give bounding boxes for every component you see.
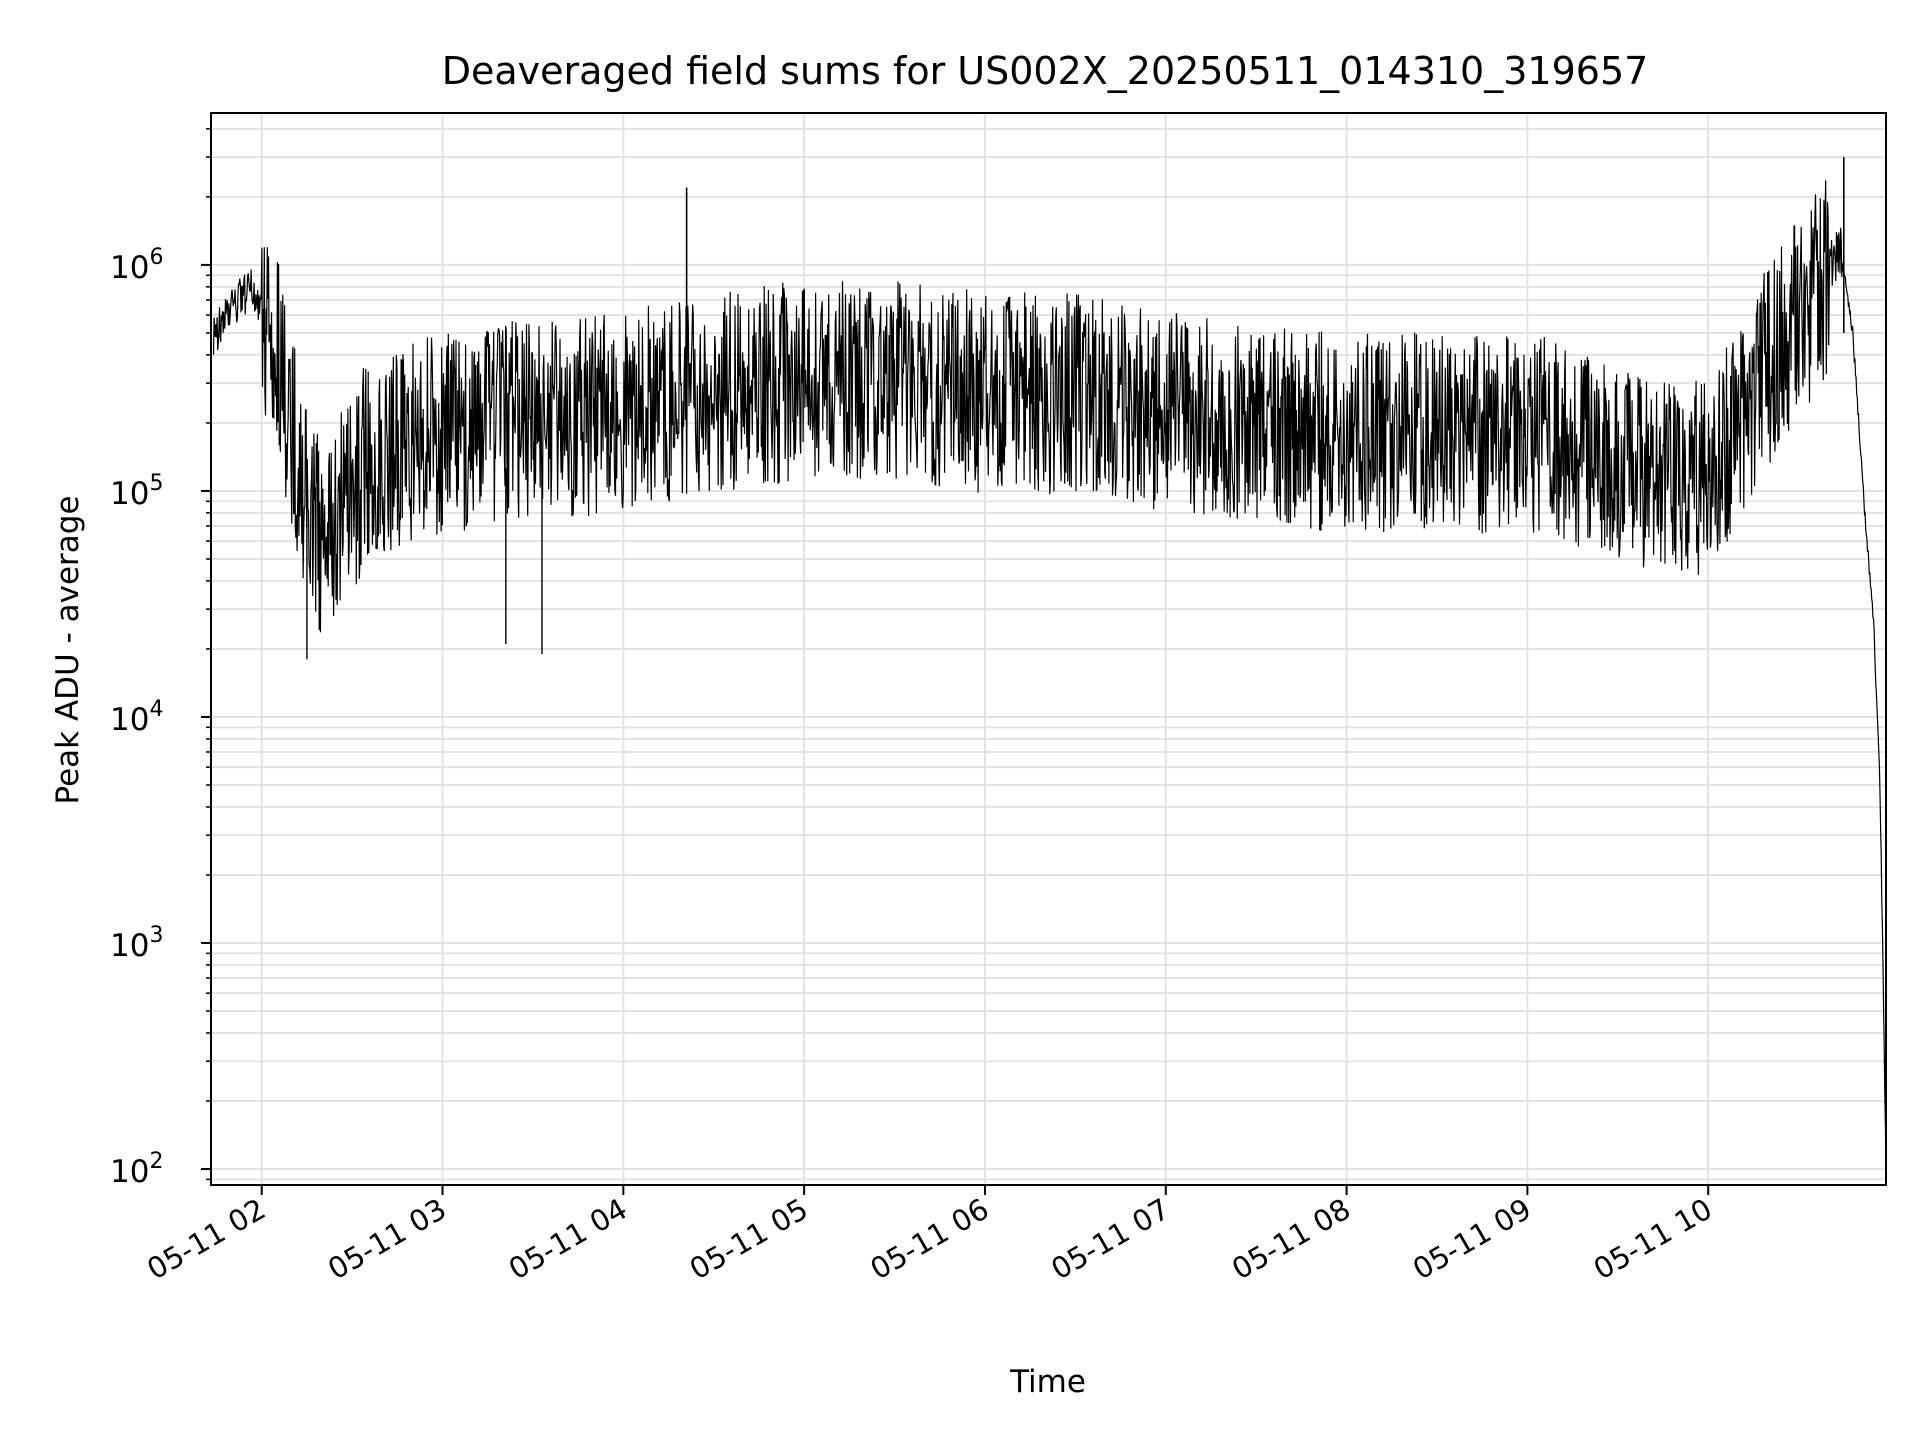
x-tick-label: 05-11 06 xyxy=(865,1192,995,1287)
y-tick-label: 102 xyxy=(110,1149,163,1190)
x-tick-label: 05-11 09 xyxy=(1407,1192,1537,1287)
x-axis-label: Time xyxy=(1009,1364,1086,1400)
x-tick-label: 05-11 03 xyxy=(322,1192,452,1287)
x-tick-label: 05-11 07 xyxy=(1045,1192,1175,1287)
series-line xyxy=(212,180,1887,1170)
y-tick-label: 105 xyxy=(110,471,163,512)
x-tick-label: 05-11 04 xyxy=(503,1192,633,1287)
y-axis-label: Peak ADU - average xyxy=(50,495,86,804)
y-tick-label: 106 xyxy=(110,245,163,286)
series-line-layer xyxy=(212,157,1887,1170)
x-axis: 05-11 02 05-11 03 05-11 04 05-11 05 05-11 06… xyxy=(141,1185,1718,1287)
x-tick-label: 05-11 02 xyxy=(141,1192,271,1287)
x-tick-label: 05-11 08 xyxy=(1226,1192,1356,1287)
x-tick-label: 05-11 05 xyxy=(684,1192,814,1287)
chart-title: Deaveraged field sums for US002X_2025051… xyxy=(442,49,1649,93)
y-tick-label: 104 xyxy=(110,697,163,738)
x-tick-label: 05-11 10 xyxy=(1588,1192,1718,1287)
grid-lines xyxy=(211,113,1886,1185)
y-tick-label: 103 xyxy=(110,923,163,964)
y-axis: 102 103 104 105 106 xyxy=(110,128,211,1190)
